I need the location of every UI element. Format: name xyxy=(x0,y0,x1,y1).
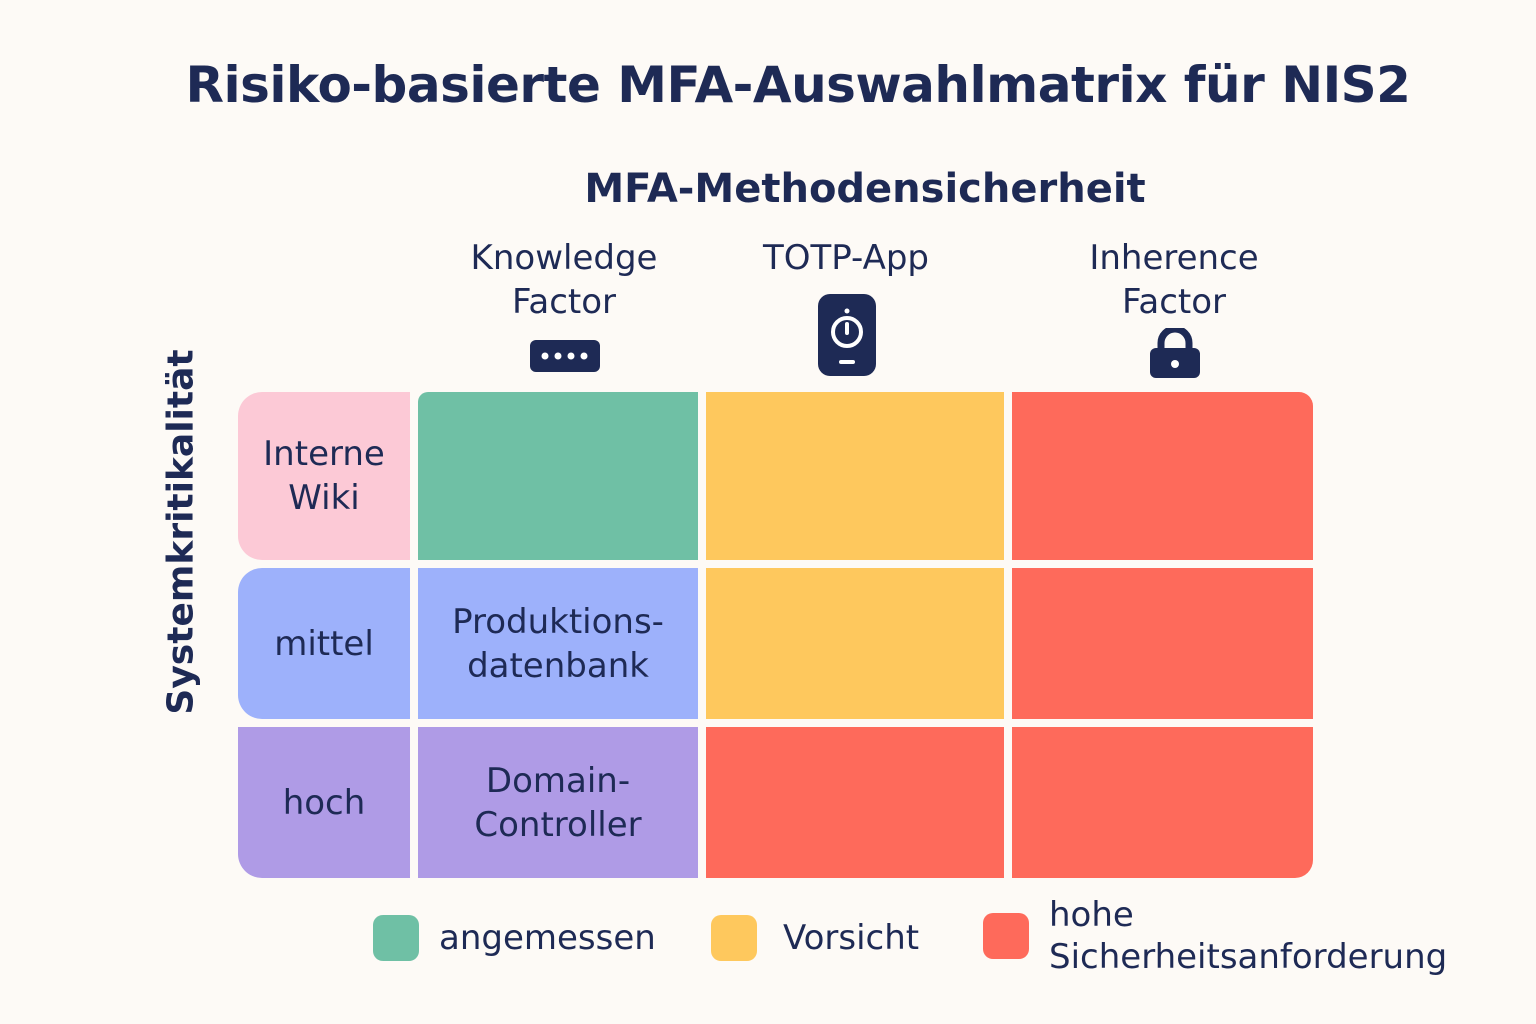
y-axis-title: Systemkritikalität xyxy=(160,349,202,715)
legend-label: angemessen xyxy=(439,918,656,958)
row-label: Interne Wiki xyxy=(238,392,410,560)
column-label: Inherence Factor xyxy=(1089,238,1259,322)
matrix-cell xyxy=(706,727,1004,878)
row-label: hoch xyxy=(238,727,410,878)
legend-item-vorsicht: Vorsicht xyxy=(711,915,919,961)
legend-label: Vorsicht xyxy=(783,918,920,958)
legend-item-hohe-sicherheitsanforderung: hohe Sicherheitsanforderung xyxy=(983,894,1447,978)
matrix-cell xyxy=(706,392,1004,560)
password-dots-icon xyxy=(530,340,600,372)
matrix-cell-example: Domain- Controller xyxy=(418,727,698,878)
column-label: TOTP-App xyxy=(763,238,929,278)
authenticator-device-icon xyxy=(818,294,876,376)
legend-item-angemessen: angemessen xyxy=(373,915,656,961)
legend-swatch xyxy=(983,913,1029,959)
diagram-title: Risiko-basierte MFA-Auswahlmatrix für NI… xyxy=(185,56,1411,114)
column-header-totp: TOTP-App xyxy=(726,236,966,280)
padlock-icon xyxy=(1150,328,1200,378)
matrix-cell xyxy=(1012,727,1313,878)
legend-swatch xyxy=(373,915,419,961)
matrix-cell xyxy=(706,568,1004,719)
matrix-cell xyxy=(418,392,698,560)
column-header-knowledge: Knowledge Factor xyxy=(444,236,684,324)
legend-label: hohe Sicherheitsanforderung xyxy=(1049,895,1448,977)
column-label: Knowledge Factor xyxy=(470,238,658,322)
matrix-cell xyxy=(1012,568,1313,719)
x-axis-title: MFA-Methodensicherheit xyxy=(584,166,1146,212)
row-label: mittel xyxy=(238,568,410,719)
matrix-cell-example: Produktions- datenbank xyxy=(418,568,698,719)
legend-swatch xyxy=(711,915,757,961)
matrix-cell xyxy=(1012,392,1313,560)
column-header-inherence: Inherence Factor xyxy=(1054,236,1294,324)
